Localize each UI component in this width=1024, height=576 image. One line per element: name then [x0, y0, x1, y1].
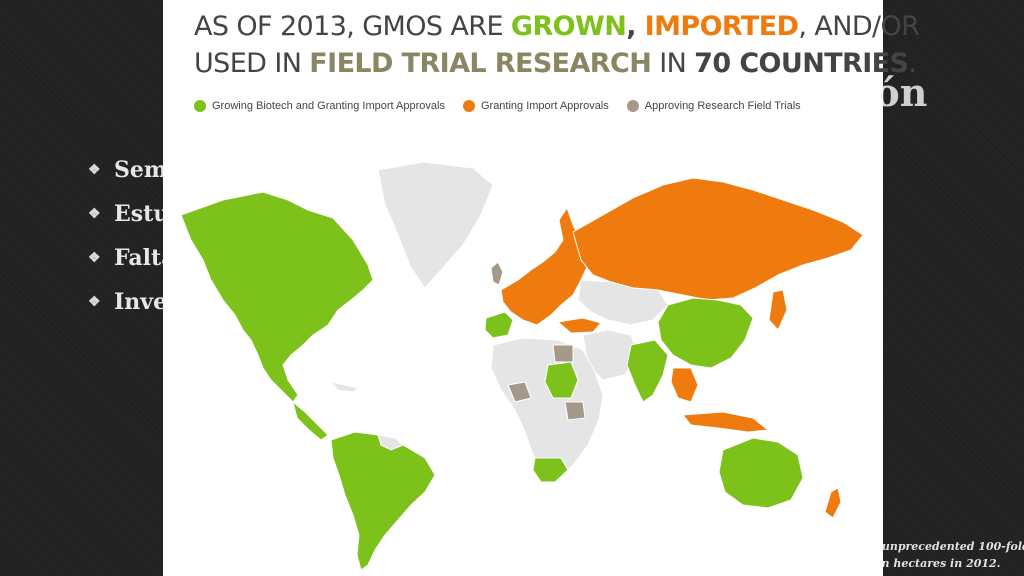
north-america [180, 191, 374, 403]
bullet-label: Estu [114, 201, 170, 227]
australia [718, 437, 804, 509]
bullet-label: Sem [114, 157, 168, 183]
russia [572, 177, 864, 301]
headline-text: IN [651, 48, 695, 79]
turkey [556, 317, 602, 334]
legend-swatch [626, 100, 639, 112]
west-africa [507, 381, 532, 403]
diamond-bullet-icon: ❖ [88, 206, 101, 222]
caribbean [329, 381, 360, 393]
legend-label: Growing Biotech and Granting Import Appr… [212, 100, 445, 112]
central-asia [577, 279, 669, 326]
sudan [544, 361, 579, 399]
new-zealand [824, 487, 842, 519]
legend-swatch [194, 100, 206, 112]
legend-item-trials: Approving Research Field Trials [626, 100, 801, 112]
south-america-north [377, 434, 404, 451]
india [626, 339, 669, 403]
china [657, 297, 754, 369]
japan [768, 289, 788, 331]
egypt [552, 344, 574, 363]
world-map [180, 161, 864, 571]
legend-item-import: Granting Import Approvals [462, 100, 609, 112]
legend-label: Approving Research Field Trials [644, 100, 801, 112]
footnote-line: n unprecedented 100-fold, [870, 540, 1024, 553]
legend-label: Granting Import Approvals [480, 100, 609, 112]
central-america [292, 400, 329, 441]
headline-line-1: AS OF 2013, GMOS ARE GROWN, IMPORTED, AN… [194, 8, 920, 45]
europe [500, 206, 589, 326]
headline-field-trial: FIELD TRIAL RESEARCH [309, 48, 652, 79]
south-america [330, 431, 436, 571]
greenland [377, 161, 494, 289]
bullet-item: ❖ Sem [88, 148, 179, 192]
legend-swatch [462, 100, 475, 112]
diamond-bullet-icon: ❖ [88, 294, 101, 310]
headline-grown: GROWN [510, 11, 627, 42]
headline-count: 70 COUNTRIES [694, 48, 909, 79]
headline-text: AS OF 2013, GMOS ARE [194, 11, 511, 42]
legend-item-growing: Growing Biotech and Granting Import Appr… [194, 100, 445, 112]
footnote: n unprecedented 100-fold, ion hectares i… [870, 538, 1024, 572]
gmo-infographic: AS OF 2013, GMOS ARE GROWN, IMPORTED, AN… [163, 0, 920, 576]
map-legend: Growing Biotech and Granting Import Appr… [194, 100, 819, 112]
headline-line-2: USED IN FIELD TRIAL RESEARCH IN 70 COUNT… [194, 45, 919, 82]
diamond-bullet-icon: ❖ [88, 162, 101, 178]
south-africa [532, 457, 569, 483]
headline-imported: IMPORTED [644, 11, 799, 42]
infographic-headline: AS OF 2013, GMOS ARE GROWN, IMPORTED, AN… [194, 8, 920, 82]
headline-text: . [908, 48, 917, 79]
headline-text: USED IN [194, 48, 310, 79]
bullet-item: ❖ Estu [88, 192, 179, 236]
diamond-bullet-icon: ❖ [88, 250, 101, 266]
southeast-asia [670, 367, 699, 403]
headline-text: , [626, 11, 645, 42]
east-africa [564, 401, 586, 421]
iberia [484, 311, 514, 339]
headline-text: , AND/OR [798, 11, 920, 42]
footnote-line: ion hectares in 2012. [870, 557, 1001, 570]
indonesia [682, 411, 770, 433]
uk-ireland [490, 261, 504, 286]
